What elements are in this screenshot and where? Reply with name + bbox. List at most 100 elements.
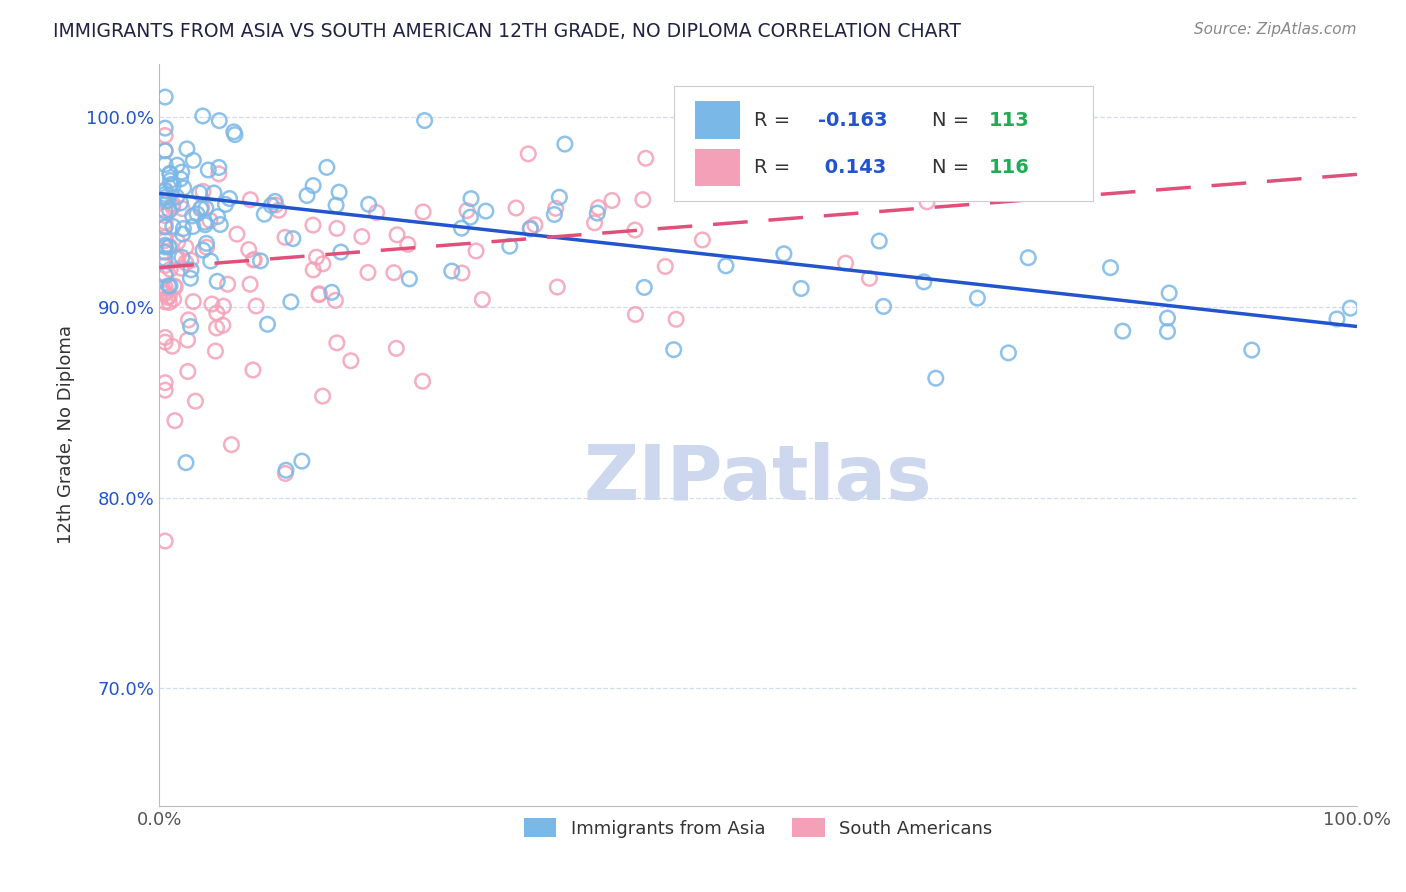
Point: [177, 313, 200, 327]
Point: [153, 259, 176, 273]
Point: [160, 339, 183, 353]
Point: [858, 271, 880, 285]
Point: [242, 363, 264, 377]
Point: [997, 346, 1019, 360]
Point: [274, 463, 297, 477]
Point: [195, 236, 218, 251]
Point: [224, 128, 246, 142]
Point: [1099, 260, 1122, 275]
Point: [385, 342, 408, 356]
Text: IMMIGRANTS FROM ASIA VS SOUTH AMERICAN 12TH GRADE, NO DIPLOMA CORRELATION CHART: IMMIGRANTS FROM ASIA VS SOUTH AMERICAN 1…: [53, 22, 962, 41]
Point: [205, 306, 228, 320]
Point: [159, 278, 181, 293]
Text: 113: 113: [990, 111, 1031, 129]
FancyBboxPatch shape: [695, 149, 740, 186]
Point: [157, 289, 180, 303]
Point: [153, 219, 176, 234]
Point: [153, 335, 176, 350]
Point: [586, 206, 609, 220]
Point: [1326, 312, 1348, 326]
Point: [163, 279, 186, 293]
Point: [153, 144, 176, 158]
Point: [153, 330, 176, 344]
Point: [157, 295, 180, 310]
Point: [1156, 325, 1178, 339]
Point: [181, 294, 204, 309]
Point: [519, 220, 541, 235]
Point: [153, 184, 176, 198]
Point: [165, 280, 187, 294]
Point: [180, 262, 202, 277]
Point: [624, 308, 647, 322]
Point: [180, 253, 202, 268]
Text: N =: N =: [932, 111, 976, 129]
Point: [194, 201, 217, 215]
Point: [600, 194, 623, 208]
Point: [153, 121, 176, 136]
Point: [153, 215, 176, 229]
Point: [583, 216, 606, 230]
Point: [456, 203, 478, 218]
Point: [966, 291, 988, 305]
Point: [519, 222, 541, 236]
Point: [169, 172, 191, 186]
Point: [174, 255, 197, 269]
Point: [440, 264, 463, 278]
Point: [1339, 301, 1361, 316]
Point: [204, 344, 226, 359]
Point: [198, 213, 221, 227]
Point: [868, 234, 890, 248]
Point: [1017, 251, 1039, 265]
Point: [179, 271, 201, 285]
Point: [218, 192, 240, 206]
Point: [281, 232, 304, 246]
Point: [311, 389, 333, 403]
Point: [543, 207, 565, 221]
Point: [624, 223, 647, 237]
Point: [305, 250, 328, 264]
Point: [190, 202, 212, 216]
Point: [170, 250, 193, 264]
Point: [634, 151, 657, 165]
Point: [208, 161, 231, 175]
Point: [264, 198, 287, 212]
Point: [209, 218, 232, 232]
Point: [172, 227, 194, 241]
Point: [159, 167, 181, 181]
Point: [153, 187, 176, 202]
Point: [382, 266, 405, 280]
Point: [194, 215, 217, 229]
Point: [214, 197, 236, 211]
Point: [396, 237, 419, 252]
Point: [790, 281, 813, 295]
Point: [654, 260, 676, 274]
Point: [412, 205, 434, 219]
Point: [167, 251, 190, 265]
Point: [153, 376, 176, 390]
Point: [1156, 311, 1178, 326]
Point: [159, 203, 181, 218]
Y-axis label: 12th Grade, No Diploma: 12th Grade, No Diploma: [58, 326, 75, 544]
Point: [505, 201, 527, 215]
Point: [153, 245, 176, 260]
Point: [153, 268, 176, 283]
Text: 0.143: 0.143: [818, 158, 886, 177]
Point: [253, 207, 276, 221]
Point: [925, 371, 948, 385]
Point: [156, 290, 179, 304]
Point: [191, 201, 214, 215]
Text: R =: R =: [755, 158, 797, 177]
Point: [222, 125, 245, 139]
Point: [155, 268, 177, 282]
Point: [328, 185, 350, 199]
Point: [157, 279, 180, 293]
Point: [308, 286, 330, 301]
Point: [176, 333, 198, 347]
Text: ZIPatlas: ZIPatlas: [583, 442, 932, 516]
Text: -0.163: -0.163: [818, 111, 887, 129]
Point: [153, 280, 176, 294]
Point: [153, 144, 176, 158]
Point: [174, 456, 197, 470]
Point: [169, 196, 191, 211]
Point: [517, 146, 540, 161]
